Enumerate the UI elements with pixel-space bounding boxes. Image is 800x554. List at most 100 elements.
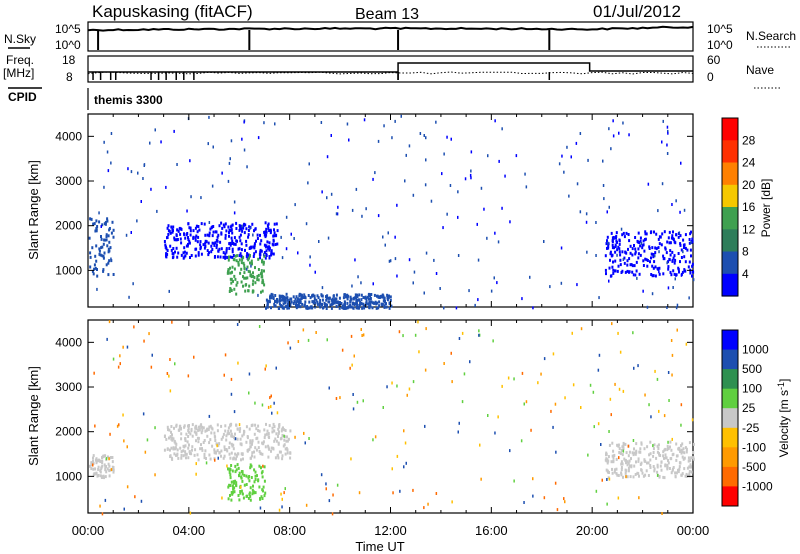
echo-cell-338 — [170, 456, 173, 460]
echo-cell-438 — [254, 281, 257, 285]
echo-cell-850 — [223, 373, 225, 377]
echo-cell-244 — [201, 428, 204, 432]
echo-cell-1124 — [455, 306, 458, 310]
echo-cell-95 — [218, 224, 221, 228]
echo-cell-782 — [632, 331, 634, 335]
echo-cell-940 — [643, 249, 646, 253]
echo-cell-1158 — [281, 256, 284, 260]
echo-cell-767 — [652, 447, 655, 451]
echo-cell-17 — [112, 273, 115, 276]
echo-cell-837 — [461, 400, 464, 404]
echo-cell-733 — [667, 461, 670, 465]
power-bar-segment-5 — [722, 229, 738, 253]
echo-cell-894 — [641, 244, 644, 248]
echo-cell-351 — [213, 451, 216, 455]
echo-cell-721 — [286, 298, 289, 302]
echo-cell-943 — [639, 239, 642, 243]
echo-cell-90 — [238, 254, 241, 258]
echo-cell-219 — [274, 234, 277, 238]
echo-cell-10 — [104, 454, 107, 458]
echo-cell-819 — [552, 352, 555, 356]
velocity-colorbar-label-exp: -1 — [776, 382, 786, 390]
echo-cell-830 — [369, 300, 372, 304]
echo-cell-799 — [350, 457, 352, 461]
echo-cell-286 — [273, 439, 276, 443]
echo-cell-766 — [666, 463, 669, 467]
echo-cell-935 — [92, 463, 94, 467]
echo-cell-481 — [260, 495, 263, 499]
velocity-bar-label-5: -100 — [742, 440, 766, 454]
echo-cell-1229 — [642, 289, 644, 293]
echo-cell-1157 — [309, 263, 311, 267]
echo-cell-1128 — [690, 241, 692, 245]
echo-cell-1096 — [419, 132, 422, 135]
echo-cell-882 — [607, 244, 610, 248]
echo-cell-1297 — [610, 147, 612, 151]
echo-cell-20 — [101, 459, 104, 463]
echo-cell-307 — [183, 246, 186, 250]
echo-cell-1274 — [408, 258, 411, 262]
echo-cell-493 — [253, 480, 256, 484]
echo-cell-249 — [270, 249, 273, 253]
echo-cell-1217 — [667, 131, 669, 135]
echo-cell-1007 — [662, 272, 665, 276]
echo-cell-1166 — [476, 222, 478, 226]
n-sky-tick-top: 10^5 — [55, 22, 81, 36]
echo-cell-940 — [187, 374, 190, 378]
echo-cell-666 — [682, 457, 685, 461]
echo-cell-1067 — [611, 239, 614, 243]
echo-cell-1039 — [610, 274, 613, 278]
echo-cell-1307 — [464, 177, 467, 181]
echo-cell-524 — [250, 464, 253, 468]
echo-cell-904 — [221, 496, 223, 500]
echo-cell-1323 — [335, 212, 338, 216]
echo-cell-1216 — [474, 303, 476, 307]
echo-cell-599 — [624, 442, 627, 446]
echo-cell-955 — [641, 246, 644, 250]
echo-cell-449 — [229, 476, 232, 480]
echo-cell-891 — [642, 243, 645, 247]
echo-cell-1304 — [494, 119, 496, 123]
echo-cell-384 — [187, 222, 190, 226]
echo-cell-420 — [227, 258, 230, 262]
echo-cell-128 — [267, 222, 270, 226]
echo-cell-865 — [644, 230, 647, 234]
echo-cell-920 — [670, 273, 673, 277]
echo-cell-942 — [492, 339, 494, 343]
echo-cell-313 — [211, 234, 214, 238]
echo-cell-678 — [690, 470, 693, 474]
echo-cell-456 — [251, 492, 254, 496]
echo-cell-909 — [651, 264, 654, 268]
echo-cell-117 — [175, 453, 177, 457]
power-bar-label-2: 12 — [742, 222, 756, 236]
echo-cell-667 — [313, 294, 316, 298]
echo-cell-1169 — [647, 182, 650, 186]
echo-cell-350 — [238, 235, 241, 239]
echo-cell-231 — [242, 226, 245, 230]
echo-cell-519 — [238, 471, 241, 475]
echo-cell-274 — [197, 235, 200, 239]
echo-cell-805 — [563, 497, 565, 501]
echo-cell-311 — [275, 432, 278, 436]
power-bar-label-6: 28 — [742, 133, 756, 147]
echo-cell-112 — [227, 426, 230, 430]
echo-cell-1077 — [612, 268, 615, 272]
echo-cell-862 — [691, 262, 694, 266]
echo-cell-123 — [255, 239, 257, 243]
echo-cell-833 — [598, 353, 601, 357]
echo-cell-1272 — [486, 236, 488, 240]
echo-cell-778 — [236, 323, 239, 326]
echo-cell-124 — [195, 432, 198, 436]
echo-cell-710 — [304, 300, 307, 304]
power-bar-segment-6 — [722, 251, 738, 275]
echo-cell-263 — [194, 226, 197, 230]
echo-cell-552 — [660, 468, 663, 472]
echo-cell-1012 — [606, 239, 608, 243]
echo-cell-196 — [253, 455, 256, 459]
echo-cell-938 — [653, 230, 655, 234]
echo-cell-182 — [188, 226, 191, 230]
echo-cell-1273 — [608, 205, 610, 209]
echo-cell-1202 — [446, 135, 448, 139]
echo-cell-202 — [265, 227, 268, 231]
echo-cell-1236 — [688, 296, 690, 300]
